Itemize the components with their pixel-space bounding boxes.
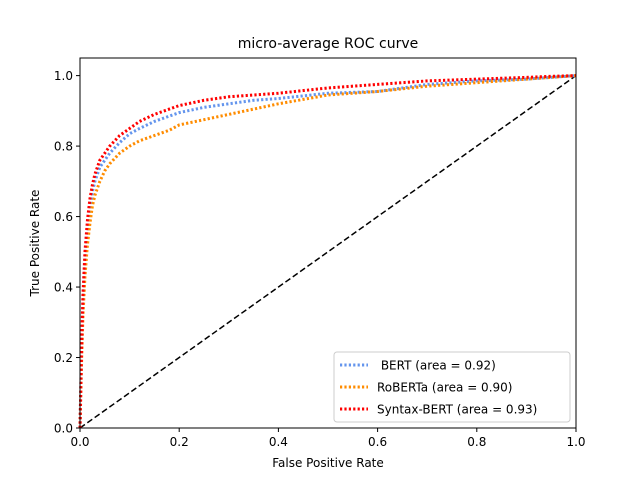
x-tick-label: 0.2: [170, 435, 189, 449]
y-tick-label: 0.2: [54, 351, 73, 365]
x-tick-label: 1.0: [566, 435, 585, 449]
legend: BERT (area = 0.92) RoBERTa (area = 0.90) S…: [333, 351, 571, 423]
y-tick-label: 1.0: [54, 69, 73, 83]
legend-label: BERT (area = 0.92): [377, 359, 496, 373]
x-tick-label: 0.0: [70, 435, 89, 449]
legend-label: Syntax-BERT (area = 0.93): [377, 403, 537, 417]
y-tick-label: 0.0: [54, 422, 73, 436]
legend-label: RoBERTa (area = 0.90): [377, 381, 512, 395]
chance-line: [79, 75, 577, 429]
chart-title: micro-average ROC curve: [238, 36, 419, 52]
x-axis-label: False Positive Rate: [272, 456, 384, 470]
y-axis-label: True Positive Rate: [28, 190, 42, 298]
plot-frame: [79, 57, 577, 429]
y-tick-label: 0.6: [54, 210, 73, 224]
axis-ticks: 0.0 0.2 0.4 0.6 0.8 1.0 0.0 0.2 0.4 0.6 0.8 1.0: [54, 69, 586, 449]
x-tick-label: 0.6: [368, 435, 387, 449]
x-tick-label: 0.4: [269, 435, 288, 449]
y-tick-label: 0.4: [54, 281, 73, 295]
x-tick-label: 0.8: [467, 435, 486, 449]
plot-area: [78, 74, 577, 429]
legend-box: [333, 351, 571, 423]
series-line-1: [78, 74, 577, 429]
y-tick-label: 0.8: [54, 140, 73, 154]
